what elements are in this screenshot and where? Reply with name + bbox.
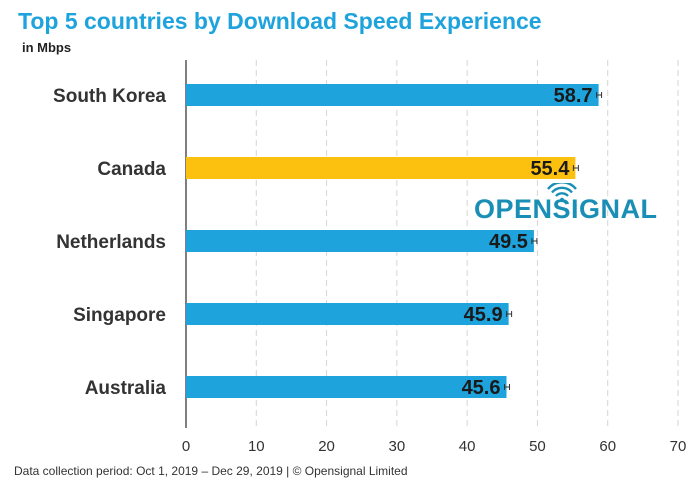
footer-note: Data collection period: Oct 1, 2019 – De… (14, 464, 408, 478)
data-label: 45.9 (464, 304, 503, 326)
category-label: South Korea (53, 86, 166, 107)
data-label: 49.5 (489, 231, 528, 253)
signal-icon (547, 183, 577, 203)
data-label: 45.6 (462, 377, 501, 399)
category-label: Singapore (73, 305, 166, 326)
bar (186, 84, 599, 106)
x-tick-label: 40 (459, 438, 476, 455)
x-tick-label: 10 (248, 438, 265, 455)
chart-subtitle: in Mbps (22, 40, 72, 55)
bar (186, 157, 576, 179)
x-tick-label: 50 (529, 438, 546, 455)
x-tick-label: 20 (318, 438, 335, 455)
bar (186, 376, 507, 398)
bar (186, 230, 534, 252)
x-tick-label: 0 (182, 438, 190, 455)
x-tick-label: 60 (599, 438, 616, 455)
x-tick-label: 30 (389, 438, 406, 455)
x-tick-label: 70 (670, 438, 687, 455)
data-label: 58.7 (554, 85, 593, 107)
category-label: Australia (85, 378, 167, 399)
chart-title: Top 5 countries by Download Speed Experi… (18, 8, 542, 34)
logo-text: OPENSIGNAL (474, 194, 658, 224)
bar (186, 303, 509, 325)
category-label: Netherlands (56, 232, 166, 253)
data-label: 55.4 (530, 158, 570, 180)
category-label: Canada (97, 159, 166, 180)
